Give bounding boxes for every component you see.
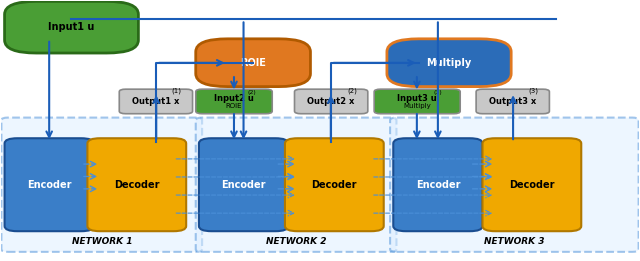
FancyBboxPatch shape (285, 138, 384, 231)
Text: Decoder: Decoder (312, 180, 357, 190)
Text: Multiply: Multiply (403, 103, 431, 109)
Text: Multiply: Multiply (426, 58, 472, 68)
Text: (3): (3) (433, 90, 442, 95)
Text: Input2 u: Input2 u (214, 94, 254, 103)
Text: ROIE: ROIE (240, 58, 266, 68)
FancyBboxPatch shape (294, 89, 368, 114)
Text: Output1 x: Output1 x (132, 97, 180, 106)
Text: (2): (2) (347, 88, 357, 94)
FancyBboxPatch shape (196, 118, 396, 252)
Text: Output2 x: Output2 x (307, 97, 355, 106)
FancyBboxPatch shape (4, 1, 138, 53)
FancyBboxPatch shape (476, 89, 549, 114)
Text: NETWORK 3: NETWORK 3 (484, 237, 545, 246)
FancyBboxPatch shape (196, 39, 310, 87)
FancyBboxPatch shape (196, 89, 272, 114)
FancyBboxPatch shape (390, 118, 639, 252)
FancyBboxPatch shape (387, 39, 511, 87)
Text: (3): (3) (529, 88, 539, 94)
FancyBboxPatch shape (374, 89, 460, 114)
FancyBboxPatch shape (119, 89, 193, 114)
Text: (2): (2) (248, 90, 257, 95)
FancyBboxPatch shape (483, 138, 581, 231)
FancyBboxPatch shape (88, 138, 186, 231)
Text: ROIE: ROIE (226, 103, 242, 109)
FancyBboxPatch shape (394, 138, 483, 231)
Text: (1): (1) (172, 88, 182, 94)
FancyBboxPatch shape (1, 118, 202, 252)
Text: NETWORK 2: NETWORK 2 (266, 237, 326, 246)
Text: Encoder: Encoder (27, 180, 72, 190)
Text: Decoder: Decoder (509, 180, 555, 190)
Text: Input3 u: Input3 u (397, 94, 437, 103)
Text: Decoder: Decoder (114, 180, 159, 190)
Text: Encoder: Encoder (221, 180, 266, 190)
FancyBboxPatch shape (4, 138, 94, 231)
Text: NETWORK 1: NETWORK 1 (72, 237, 132, 246)
FancyBboxPatch shape (199, 138, 288, 231)
Text: Input1 u: Input1 u (48, 22, 95, 32)
Text: Output3 x: Output3 x (489, 97, 536, 106)
Text: Encoder: Encoder (415, 180, 460, 190)
